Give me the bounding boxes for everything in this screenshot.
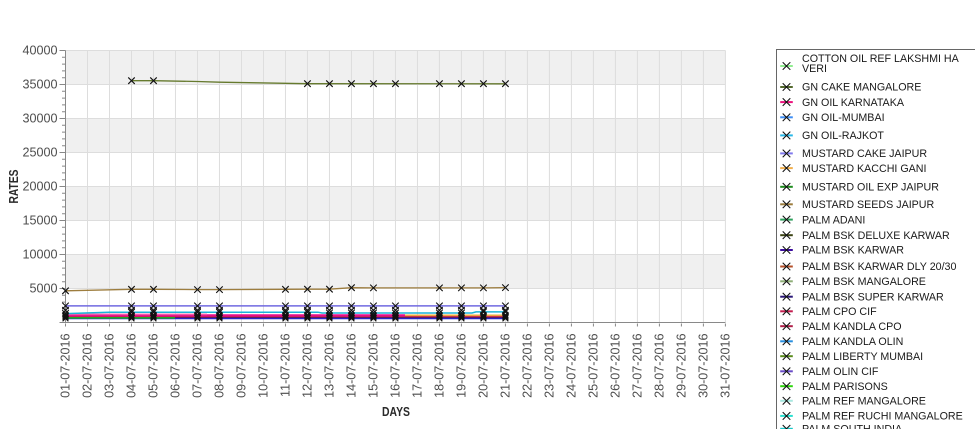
svg-text:01-07-2016: 01-07-2016 [59, 334, 73, 398]
svg-text:PALM REF MANGALORE: PALM REF MANGALORE [802, 396, 926, 408]
svg-text:10-07-2016: 10-07-2016 [256, 334, 270, 398]
svg-text:11-07-2016: 11-07-2016 [278, 334, 292, 398]
svg-text:MUSTARD SEEDS JAIPUR: MUSTARD SEEDS JAIPUR [802, 199, 935, 211]
svg-text:07-07-2016: 07-07-2016 [190, 334, 204, 398]
svg-text:17-07-2016: 17-07-2016 [410, 334, 424, 398]
svg-text:22-07-2016: 22-07-2016 [520, 334, 534, 398]
svg-text:PALM ADANI: PALM ADANI [802, 214, 865, 226]
svg-text:35000: 35000 [22, 78, 57, 92]
svg-text:10000: 10000 [22, 248, 57, 262]
svg-text:31-07-2016: 31-07-2016 [718, 334, 732, 398]
svg-text:26-07-2016: 26-07-2016 [608, 334, 622, 398]
svg-text:21-07-2016: 21-07-2016 [498, 334, 512, 398]
svg-text:PALM REF RUCHI MANGALORE: PALM REF RUCHI MANGALORE [802, 411, 963, 423]
svg-text:VERI: VERI [802, 63, 827, 75]
svg-text:14-07-2016: 14-07-2016 [344, 334, 358, 398]
svg-text:09-07-2016: 09-07-2016 [234, 334, 248, 398]
svg-text:GN OIL KARNATAKA: GN OIL KARNATAKA [802, 97, 905, 109]
svg-text:25000: 25000 [22, 146, 57, 160]
svg-text:16-07-2016: 16-07-2016 [388, 334, 402, 398]
svg-text:06-07-2016: 06-07-2016 [168, 334, 182, 398]
svg-text:5000: 5000 [29, 282, 57, 296]
svg-text:GN OIL-MUMBAI: GN OIL-MUMBAI [802, 112, 885, 124]
svg-text:RATES: RATES [7, 170, 21, 204]
svg-text:30000: 30000 [22, 112, 57, 126]
svg-text:15000: 15000 [22, 214, 57, 228]
svg-text:25-07-2016: 25-07-2016 [586, 334, 600, 398]
svg-text:MUSTARD CAKE JAIPUR: MUSTARD CAKE JAIPUR [802, 148, 927, 160]
svg-text:12-07-2016: 12-07-2016 [300, 334, 314, 398]
svg-text:MUSTARD OIL EXP JAIPUR: MUSTARD OIL EXP JAIPUR [802, 182, 939, 194]
svg-text:PALM LIBERTY MUMBAI: PALM LIBERTY MUMBAI [802, 351, 923, 363]
svg-text:24-07-2016: 24-07-2016 [564, 334, 578, 398]
svg-text:15-07-2016: 15-07-2016 [366, 334, 380, 398]
svg-text:PALM BSK SUPER KARWAR: PALM BSK SUPER KARWAR [802, 291, 944, 303]
svg-text:30-07-2016: 30-07-2016 [696, 334, 710, 398]
svg-text:PALM BSK DELUXE KARWAR: PALM BSK DELUXE KARWAR [802, 230, 950, 242]
svg-text:PALM BSK KARWAR DLY 20/30: PALM BSK KARWAR DLY 20/30 [802, 261, 956, 273]
svg-text:20-07-2016: 20-07-2016 [476, 334, 490, 398]
svg-text:DAYS: DAYS [382, 405, 410, 419]
svg-text:18-07-2016: 18-07-2016 [432, 334, 446, 398]
svg-text:29-07-2016: 29-07-2016 [674, 334, 688, 398]
svg-text:PALM CPO CIF: PALM CPO CIF [802, 306, 877, 318]
svg-text:04-07-2016: 04-07-2016 [124, 334, 138, 398]
svg-text:PALM PARISONS: PALM PARISONS [802, 381, 888, 393]
svg-text:20000: 20000 [22, 180, 57, 194]
svg-text:27-07-2016: 27-07-2016 [630, 334, 644, 398]
svg-text:PALM BSK KARWAR: PALM BSK KARWAR [802, 245, 904, 257]
svg-text:GN OIL-RAJKOT: GN OIL-RAJKOT [802, 130, 884, 142]
svg-text:PALM BSK MANGALORE: PALM BSK MANGALORE [802, 276, 926, 288]
svg-text:08-07-2016: 08-07-2016 [212, 334, 226, 398]
svg-text:19-07-2016: 19-07-2016 [454, 334, 468, 398]
svg-text:GN CAKE MANGALORE: GN CAKE MANGALORE [802, 82, 921, 94]
svg-text:28-07-2016: 28-07-2016 [652, 334, 666, 398]
svg-text:MUSTARD KACCHI GANI: MUSTARD KACCHI GANI [802, 163, 927, 175]
svg-text:PALM SOUTH INDIA: PALM SOUTH INDIA [802, 424, 903, 430]
svg-text:40000: 40000 [22, 44, 57, 58]
svg-text:23-07-2016: 23-07-2016 [542, 334, 556, 398]
svg-text:PALM KANDLA OLIN: PALM KANDLA OLIN [802, 336, 903, 348]
svg-text:PALM KANDLA CPO: PALM KANDLA CPO [802, 321, 902, 333]
svg-text:03-07-2016: 03-07-2016 [102, 334, 116, 398]
svg-text:PALM OLIN CIF: PALM OLIN CIF [802, 366, 879, 378]
svg-text:13-07-2016: 13-07-2016 [322, 334, 336, 398]
svg-text:02-07-2016: 02-07-2016 [81, 334, 95, 398]
svg-text:05-07-2016: 05-07-2016 [146, 334, 160, 398]
